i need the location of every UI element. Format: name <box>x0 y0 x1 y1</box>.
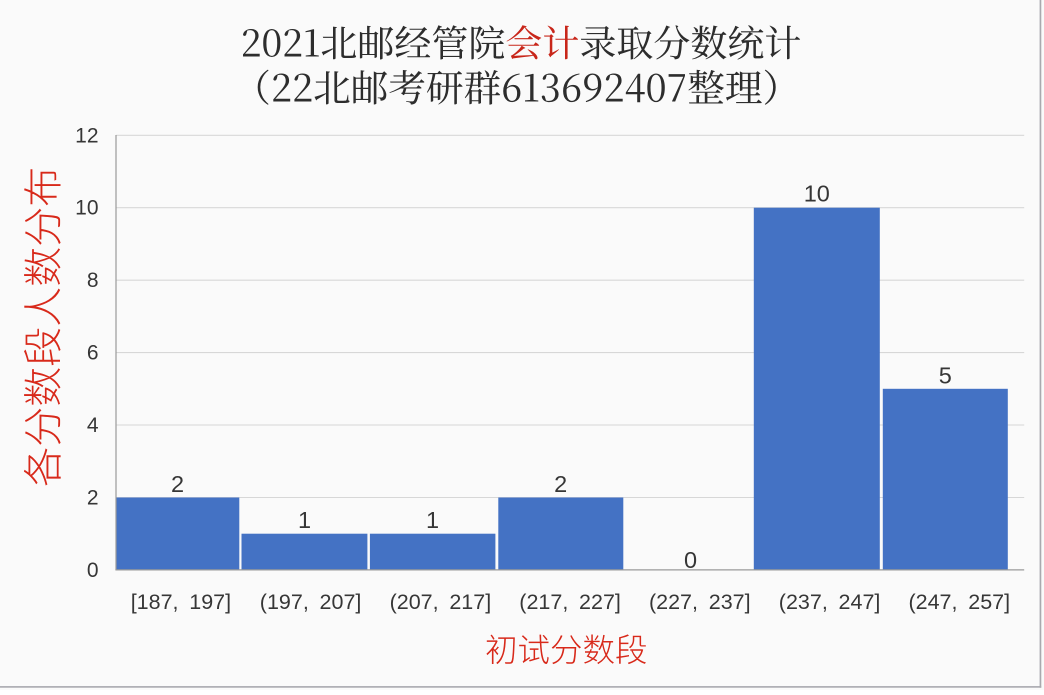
svg-text:(227, 237]: (227, 237] <box>649 590 751 614</box>
svg-text:(197, 207]: (197, 207] <box>260 590 362 614</box>
svg-text:[187, 197]: [187, 197] <box>131 590 231 614</box>
svg-text:0: 0 <box>684 547 697 573</box>
svg-text:6: 6 <box>87 342 99 365</box>
svg-text:8: 8 <box>87 269 99 292</box>
svg-text:2: 2 <box>554 471 567 497</box>
svg-text:10: 10 <box>804 181 830 207</box>
svg-text:5: 5 <box>939 363 952 389</box>
svg-text:12: 12 <box>75 124 98 147</box>
svg-text:0: 0 <box>87 559 99 582</box>
svg-text:2: 2 <box>87 487 99 510</box>
svg-text:(217, 227]: (217, 227] <box>519 590 621 614</box>
svg-text:1: 1 <box>298 507 311 533</box>
svg-text:(247, 257]: (247, 257] <box>908 590 1010 614</box>
svg-text:(207, 217]: (207, 217] <box>390 590 492 614</box>
svg-text:(237, 247]: (237, 247] <box>779 590 881 614</box>
svg-text:4: 4 <box>87 414 99 437</box>
svg-text:1: 1 <box>426 507 439 533</box>
svg-text:2: 2 <box>171 471 184 497</box>
svg-text:10: 10 <box>75 197 98 220</box>
